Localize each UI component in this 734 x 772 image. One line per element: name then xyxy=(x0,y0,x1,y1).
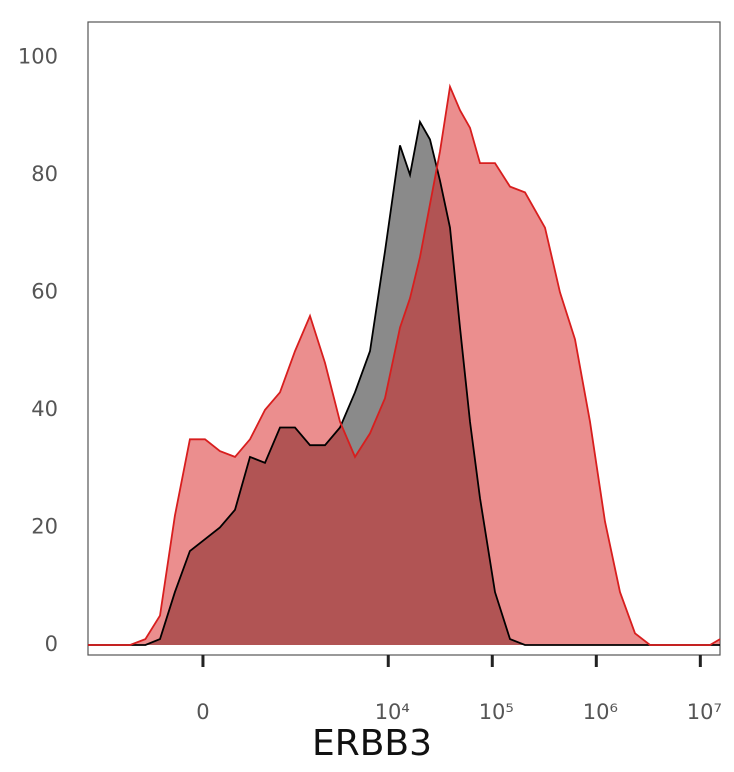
area-outline xyxy=(88,119,720,646)
y-tick-label: 80 xyxy=(31,162,58,186)
plot-frame xyxy=(87,21,721,656)
y-tick-label: 100 xyxy=(18,44,58,68)
x-tick-label: 10⁷ xyxy=(687,700,722,724)
x-tick-label: 0 xyxy=(196,700,209,724)
area xyxy=(88,86,720,646)
x-axis-label: ERBB3 xyxy=(312,723,432,764)
x-tick-label: 10⁵ xyxy=(479,700,514,724)
y-tick-label: 60 xyxy=(31,279,58,303)
y-tick-label: 0 xyxy=(45,632,58,656)
y-tick-label: 40 xyxy=(31,397,58,421)
x-tick-label: 10⁴ xyxy=(375,700,410,724)
x-tick-label: 10⁶ xyxy=(583,700,618,724)
y-tick-label: 20 xyxy=(31,514,58,538)
area-outline xyxy=(88,83,721,646)
